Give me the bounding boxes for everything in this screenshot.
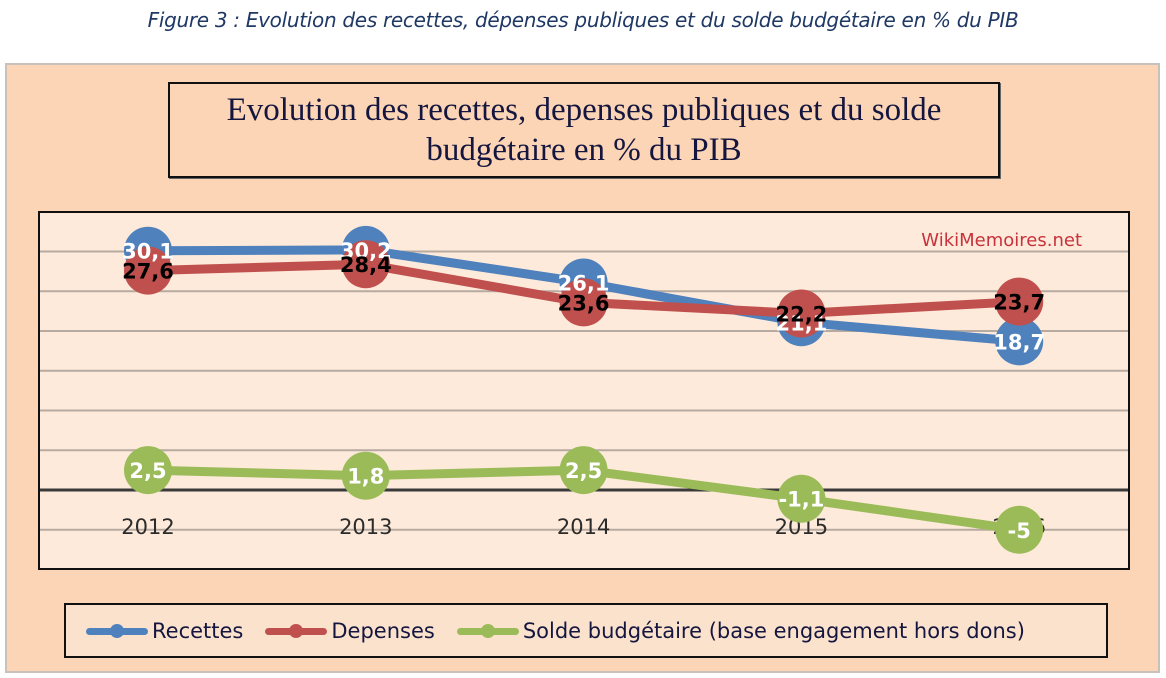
data-point-solde[interactable] <box>777 474 826 523</box>
legend-item-recettes[interactable]: Recettes <box>86 619 243 643</box>
data-label-solde: 2,5 <box>565 459 602 483</box>
data-label-solde: -1,1 <box>778 488 824 512</box>
data-point-depenses[interactable] <box>124 246 172 295</box>
legend-swatch-solde-icon <box>456 623 519 638</box>
figure-caption: Figure 3 : Evolution des recettes, dépen… <box>147 8 1019 32</box>
series-solde <box>124 446 1044 554</box>
data-point-solde[interactable] <box>124 446 172 495</box>
data-label-depenses: 23,6 <box>558 291 610 315</box>
data-label-depenses: 28,4 <box>340 253 392 277</box>
legend-item-solde[interactable]: Solde budgétaire (base engagement hors d… <box>456 618 1025 643</box>
data-point-solde[interactable] <box>559 446 608 495</box>
data-label-depenses: 23,7 <box>993 291 1045 315</box>
legend-label-solde: Solde budgétaire (base engagement hors d… <box>522 618 1025 643</box>
data-point-solde[interactable] <box>995 505 1044 554</box>
data-point-solde[interactable] <box>341 451 390 500</box>
x-tick-label: 2014 <box>557 515 610 539</box>
legend-item-depenses[interactable]: Depenses <box>265 618 435 643</box>
watermark: WikiMemoires.net <box>921 230 1082 251</box>
chart-title-line-2: budgétaire en % du PIB <box>426 132 742 168</box>
chart-title-line-1: Evolution des recettes, depenses publiqu… <box>226 92 942 128</box>
data-label-recettes: 18,7 <box>993 330 1045 354</box>
series-group: 2,5 1,8 2,5 -1,1 -5 30,1 30,2 26,1 21,1 18,7 27,6 2… <box>122 225 1045 554</box>
legend-swatch-depenses-icon <box>265 623 328 638</box>
data-label-solde: 2,5 <box>129 459 166 483</box>
data-label-depenses: 27,6 <box>122 260 174 284</box>
legend: Recettes Depenses Solde budgétaire (base… <box>64 603 1108 658</box>
data-point-depenses[interactable] <box>559 278 608 327</box>
data-label-recettes: 30,1 <box>122 240 174 264</box>
data-label-depenses: 22,2 <box>775 303 827 327</box>
x-tick-label: 2013 <box>339 515 392 539</box>
x-tick-label: 2012 <box>121 515 174 539</box>
data-label-recettes: 21,1 <box>775 311 827 335</box>
data-point-depenses[interactable] <box>341 240 390 289</box>
chart-title: Evolution des recettes, depenses publiqu… <box>168 82 1000 178</box>
legend-swatch-recettes-icon <box>86 623 148 638</box>
data-label-recettes: 26,1 <box>558 272 610 296</box>
data-point-depenses[interactable] <box>995 277 1044 326</box>
data-label-recettes: 30,2 <box>340 239 392 263</box>
legend-label-recettes: Recettes <box>152 618 244 643</box>
data-label-solde: -5 <box>1008 519 1031 543</box>
data-point-recettes[interactable] <box>995 317 1044 366</box>
data-label-solde: 1,8 <box>347 465 384 489</box>
data-point-depenses[interactable] <box>777 289 826 338</box>
series-depenses <box>124 240 1044 338</box>
legend-label-depenses: Depenses <box>331 618 435 643</box>
